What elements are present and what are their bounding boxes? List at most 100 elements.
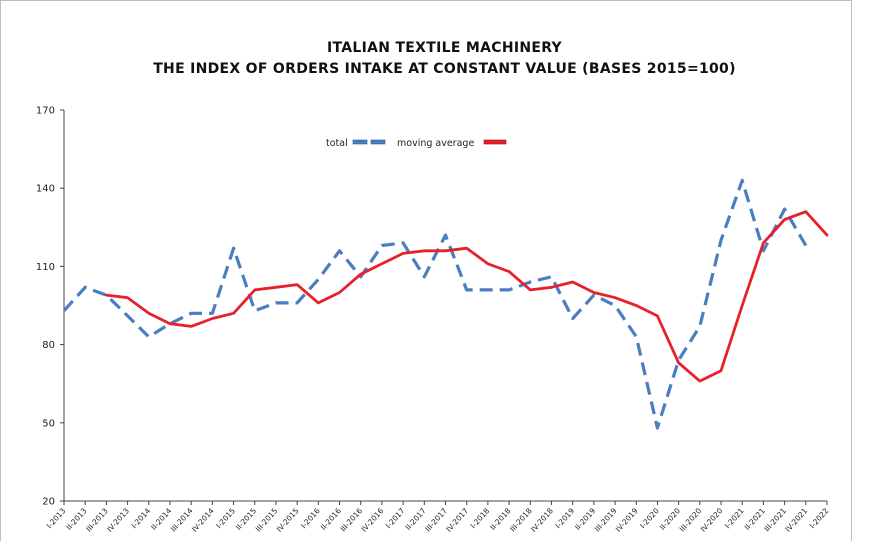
legend-swatch-total (352, 139, 386, 145)
x-tick-label: IV-2014 (190, 506, 216, 534)
series-layer (62, 178, 829, 430)
data-point (275, 302, 278, 305)
y-tick-label: 110 (36, 262, 55, 273)
chart-subtitle: THE INDEX OF ORDERS INTAKE AT CONSTANT V… (153, 61, 736, 77)
data-point (296, 302, 299, 305)
data-point (487, 262, 490, 265)
data-point (275, 286, 278, 289)
data-point (698, 380, 701, 383)
data-point (465, 247, 468, 250)
data-point (444, 249, 447, 252)
data-point (804, 244, 807, 247)
data-point (826, 234, 829, 237)
data-point (677, 361, 680, 364)
data-point (126, 315, 129, 318)
y-axis-ticks: 20 50 80 110 140 170 (36, 106, 64, 508)
legend-swatch-segment (370, 139, 386, 145)
y-tick-label: 50 (42, 418, 55, 429)
data-point (359, 273, 362, 276)
data-point (550, 286, 553, 289)
data-point (444, 234, 447, 237)
y-tick-label: 20 (42, 497, 55, 508)
data-point (402, 242, 405, 245)
data-point (211, 312, 214, 315)
data-point (338, 291, 341, 294)
data-point (783, 218, 786, 221)
x-tick-label: IV-2018 (529, 506, 555, 534)
data-point (381, 262, 384, 265)
data-point (253, 289, 256, 292)
data-point (550, 275, 553, 278)
data-point (741, 179, 744, 182)
x-tick-label: I-2022 (808, 506, 831, 530)
legend: total moving average (326, 138, 507, 149)
data-point (423, 249, 426, 252)
data-point (508, 270, 511, 273)
data-point (635, 304, 638, 307)
data-point (169, 322, 172, 325)
y-tick-label: 80 (42, 340, 55, 351)
legend-label-total: total (326, 138, 348, 149)
data-point (741, 304, 744, 307)
data-point (656, 315, 659, 318)
data-point (529, 281, 532, 284)
x-axis-ticks: I-2013II-2013III-2013IV-2013I-2014II-201… (45, 501, 831, 534)
x-tick-label: IV-2020 (699, 506, 725, 534)
data-point (656, 427, 659, 430)
data-point (465, 289, 468, 292)
data-point (63, 309, 66, 312)
data-point (317, 278, 320, 281)
chart-title: ITALIAN TEXTILE MACHINERY (327, 40, 562, 56)
data-point (84, 286, 87, 289)
data-point (402, 252, 405, 255)
x-tick-label: IV-2021 (783, 506, 809, 534)
data-point (147, 312, 150, 315)
legend-swatch-line (483, 139, 507, 145)
data-point (529, 289, 532, 292)
data-point (232, 312, 235, 315)
data-point (698, 325, 701, 328)
data-point (487, 289, 490, 292)
data-point (720, 239, 723, 242)
data-point (614, 296, 617, 299)
series-moving-average (105, 210, 829, 383)
data-point (614, 304, 617, 307)
series-line-moving-average (105, 210, 829, 383)
data-point (147, 335, 150, 338)
data-point (126, 296, 129, 299)
data-point (783, 208, 786, 211)
data-point (720, 369, 723, 372)
data-point (190, 312, 193, 315)
data-point (190, 325, 193, 328)
data-point (296, 283, 299, 286)
data-point (762, 242, 765, 245)
x-tick-label: IV-2019 (614, 506, 640, 534)
x-tick-label: IV-2016 (360, 506, 386, 534)
y-tick-label: 170 (36, 106, 55, 117)
data-point (381, 244, 384, 247)
series-total (62, 178, 808, 430)
data-point (804, 210, 807, 213)
x-tick-label: IV-2015 (275, 506, 301, 534)
data-point (211, 317, 214, 320)
data-point (635, 335, 638, 338)
x-tick-label: IV-2017 (444, 506, 470, 534)
data-point (253, 309, 256, 312)
legend-label-moving-average: moving average (397, 138, 474, 149)
data-point (571, 317, 574, 320)
legend-swatch-segment (352, 139, 368, 145)
y-tick-label: 140 (36, 184, 55, 195)
data-point (571, 281, 574, 284)
legend-swatch-moving-average (483, 139, 507, 145)
data-point (593, 291, 596, 294)
data-point (105, 294, 108, 297)
series-line-total (62, 178, 808, 430)
data-point (423, 275, 426, 278)
x-tick-label: IV-2013 (105, 506, 131, 534)
axes (63, 110, 827, 502)
data-point (317, 302, 320, 305)
data-point (338, 249, 341, 252)
data-point (232, 247, 235, 250)
data-point (508, 289, 511, 292)
